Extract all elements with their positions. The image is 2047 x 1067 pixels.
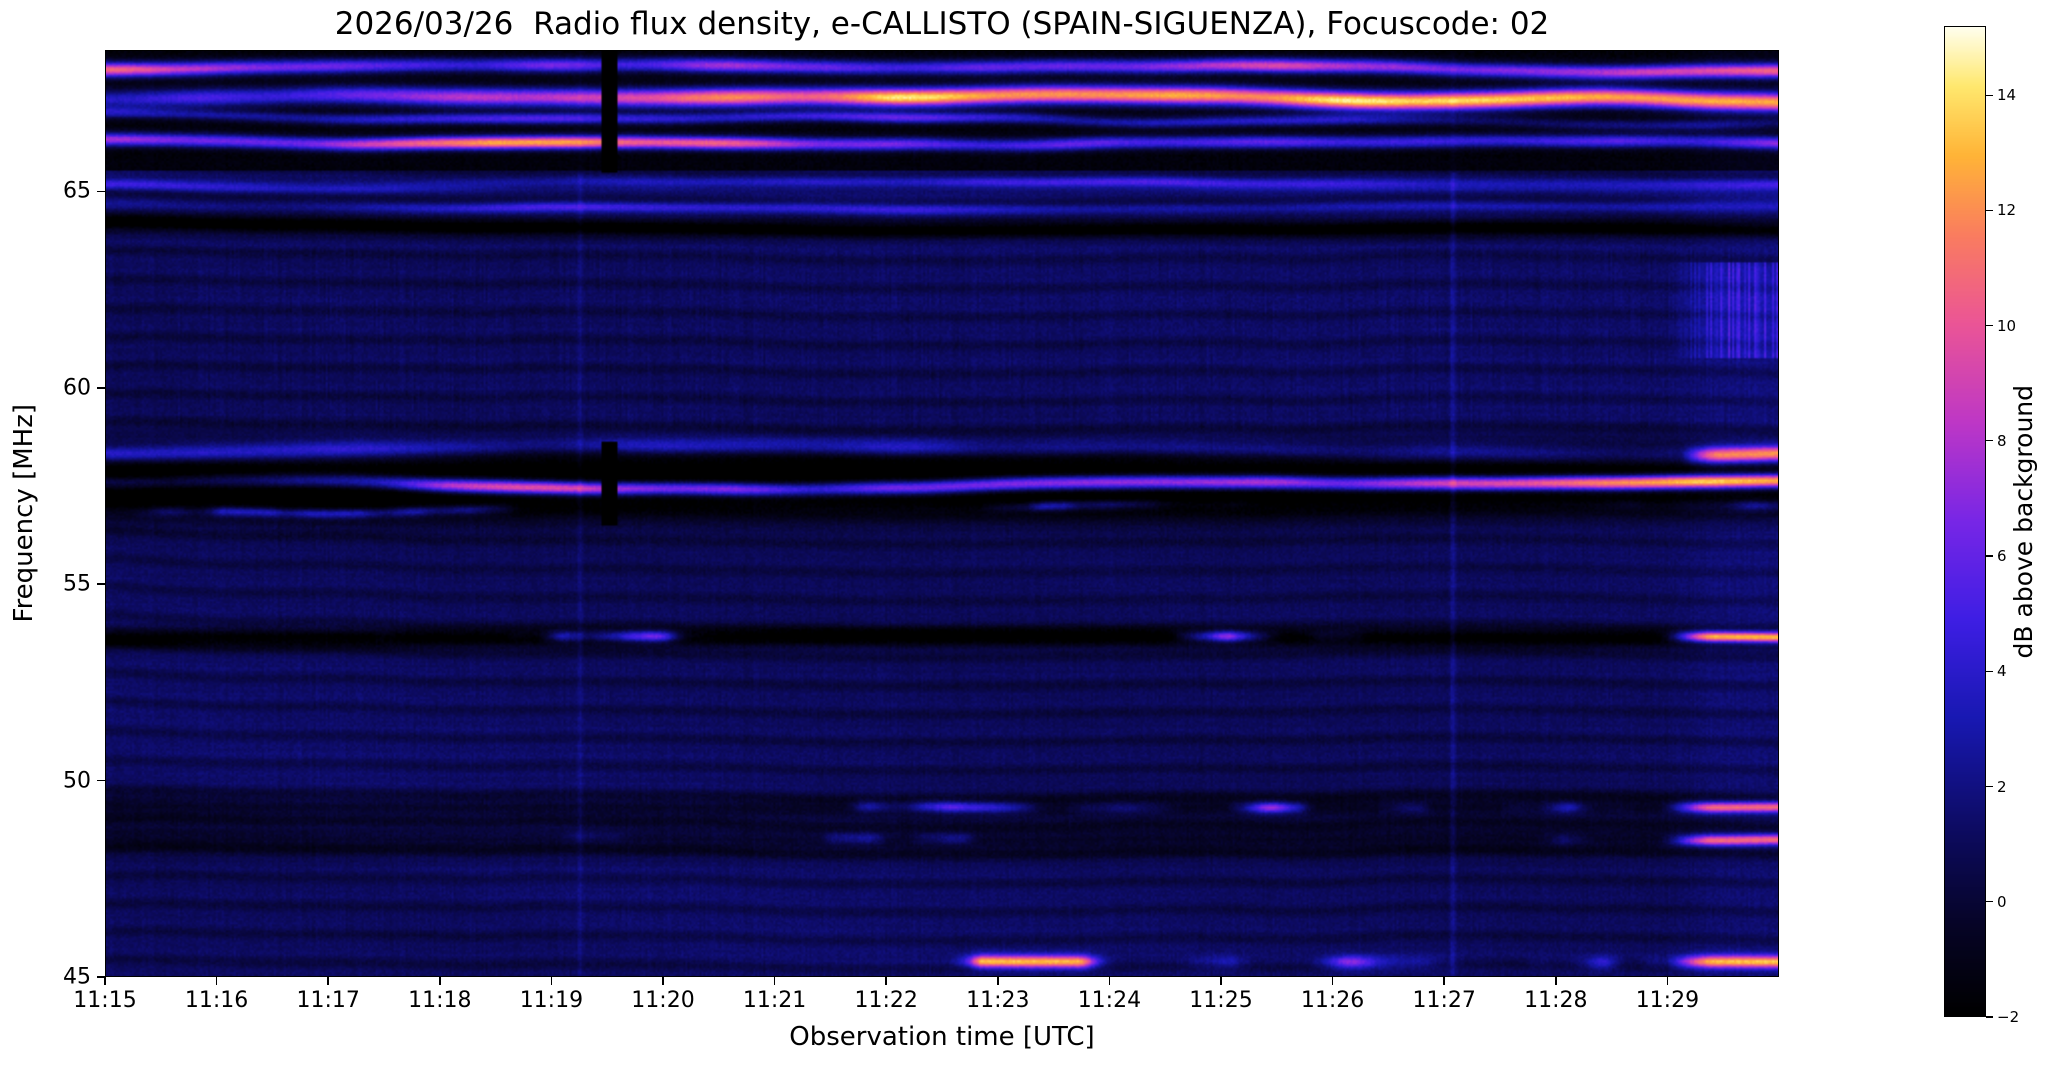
colorbar-tick-label: 6	[1997, 547, 2007, 566]
y-axis-label-text: Frequency [MHz]	[9, 404, 39, 623]
colorbar-canvas	[1945, 27, 1985, 1016]
x-tick-label: 11:29	[1635, 988, 1700, 1013]
colorbar-label: dB above background	[2002, 26, 2044, 1017]
colorbar-tick-label: 10	[1997, 316, 2017, 335]
colorbar-tick-mark	[1986, 325, 1993, 327]
x-tick-mark	[662, 977, 664, 985]
colorbar-tick-label: 2	[1997, 777, 2007, 796]
x-axis-label: Observation time [UTC]	[789, 1022, 1095, 1052]
x-tick-mark	[215, 977, 218, 985]
colorbar-tick-mark	[1986, 670, 1993, 672]
colorbar-tick-label: 4	[1997, 662, 2007, 681]
x-tick-label: 11:22	[854, 988, 918, 1013]
y-tick-mark	[97, 387, 105, 389]
x-tick-label: 11:28	[1524, 988, 1588, 1013]
colorbar-tick-label: −2	[1997, 1008, 2020, 1026]
x-tick-mark	[439, 977, 441, 985]
y-tick-mark	[97, 976, 105, 978]
x-tick-mark	[1666, 977, 1669, 985]
x-tick-label: 11:21	[742, 988, 807, 1013]
colorbar-tick-mark	[1986, 440, 1993, 442]
x-tick-mark	[1443, 977, 1445, 985]
colorbar-tick-mark	[1986, 555, 1993, 557]
x-tick-mark	[327, 977, 329, 985]
x-tick-mark	[1220, 977, 1222, 985]
y-tick-label: 65	[63, 178, 91, 204]
x-tick-label: 11:26	[1300, 988, 1365, 1013]
x-tick-mark	[550, 977, 553, 985]
x-tick-mark	[104, 977, 106, 985]
colorbar	[1944, 26, 1986, 1017]
x-tick-mark	[1555, 977, 1557, 985]
y-tick-label: 50	[63, 768, 91, 794]
spectrogram-canvas	[106, 51, 1778, 976]
x-tick-label: 11:17	[296, 988, 360, 1013]
x-tick-label: 11:24	[1077, 988, 1142, 1013]
y-tick-label: 55	[63, 571, 91, 597]
colorbar-tick-label: 12	[1997, 201, 2017, 220]
x-tick-mark	[885, 977, 887, 985]
colorbar-tick-label: 8	[1997, 431, 2007, 450]
x-tick-label: 11:18	[408, 988, 472, 1013]
x-tick-label: 11:20	[631, 988, 695, 1013]
chart-title: 2026/03/26 Radio flux density, e-CALLIST…	[334, 6, 1550, 42]
y-axis-label: Frequency [MHz]	[6, 50, 42, 977]
x-tick-label: 11:16	[184, 988, 249, 1013]
colorbar-tick-mark	[1986, 94, 1993, 96]
x-tick-label: 11:27	[1412, 988, 1476, 1013]
x-tick-mark	[997, 977, 999, 985]
colorbar-tick-label: 14	[1997, 86, 2017, 105]
x-tick-mark	[1331, 977, 1334, 985]
colorbar-tick-label: 0	[1997, 892, 2007, 911]
x-tick-label: 11:25	[1189, 988, 1253, 1013]
plot-area	[105, 50, 1779, 977]
x-tick-label: 11:15	[73, 988, 137, 1013]
colorbar-tick-mark	[1986, 1016, 1993, 1018]
x-tick-label: 11:23	[966, 988, 1030, 1013]
x-tick-label: 11:19	[519, 988, 584, 1013]
colorbar-tick-mark	[1986, 785, 1993, 788]
y-tick-mark	[97, 583, 105, 585]
x-tick-mark	[1108, 977, 1111, 985]
y-tick-label: 60	[63, 375, 91, 401]
x-tick-mark	[773, 977, 776, 985]
colorbar-tick-mark	[1986, 209, 1993, 211]
colorbar-label-text: dB above background	[2008, 384, 2038, 659]
y-tick-mark	[97, 779, 105, 782]
colorbar-tick-mark	[1986, 901, 1993, 903]
y-tick-label: 45	[63, 964, 91, 990]
y-tick-mark	[97, 190, 105, 193]
